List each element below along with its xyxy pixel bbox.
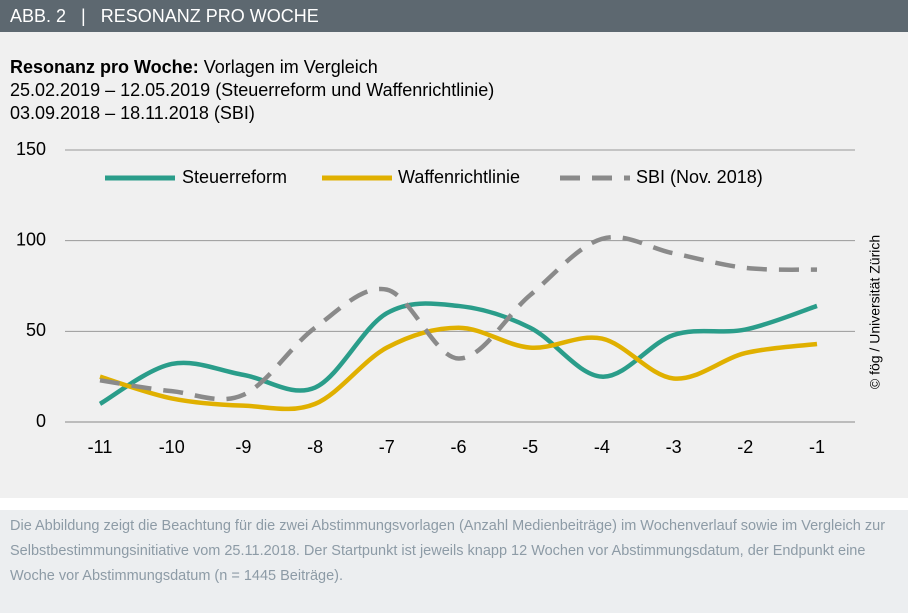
header-title: ABB. 2 | RESONANZ PRO WOCHE <box>10 6 319 26</box>
x-tick-label: -5 <box>522 437 538 457</box>
y-tick-label: 0 <box>36 411 46 431</box>
copyright: © fög / Universität Zürich <box>867 235 883 389</box>
x-tick-label: -11 <box>88 437 113 457</box>
chart: Resonanz pro Woche: Vorlagen im Vergleic… <box>0 32 908 498</box>
y-tick-label: 100 <box>16 229 46 249</box>
caption: Die Abbildung zeigt die Beachtung für di… <box>10 518 886 584</box>
x-tick-label: -8 <box>307 437 323 457</box>
x-tick-label: -4 <box>594 437 610 457</box>
subtitle: 25.02.2019 – 12.05.2019 (Steuerreform un… <box>10 80 494 100</box>
chart-title: Resonanz pro Woche: Vorlagen im Vergleic… <box>10 57 378 77</box>
y-tick-label: 150 <box>16 139 46 159</box>
caption-box: Die Abbildung zeigt die Beachtung für di… <box>0 510 908 613</box>
x-tick-label: -1 <box>809 437 825 457</box>
series-line <box>98 301 818 406</box>
x-tick-label: -7 <box>379 437 395 457</box>
legend-label: Waffenrichtlinie <box>398 167 520 187</box>
x-tick-label: -3 <box>666 437 682 457</box>
legend-label: SBI (Nov. 2018) <box>636 167 763 187</box>
title-bold: Resonanz pro Woche: <box>10 57 199 77</box>
title-rest: Vorlagen im Vergleich <box>204 57 378 77</box>
legend-label: Steuerreform <box>182 167 287 187</box>
chart-background <box>0 32 908 498</box>
x-tick-label: -6 <box>450 437 466 457</box>
series-line <box>99 325 818 412</box>
y-tick-label: 50 <box>26 320 46 340</box>
x-tick-label: -9 <box>235 437 251 457</box>
series-line <box>99 235 818 402</box>
subtitle: 03.09.2018 – 18.11.2018 (SBI) <box>10 103 255 123</box>
x-tick-label: -10 <box>159 437 185 457</box>
x-tick-label: -2 <box>737 437 753 457</box>
header: ABB. 2 | RESONANZ PRO WOCHE <box>0 0 908 32</box>
